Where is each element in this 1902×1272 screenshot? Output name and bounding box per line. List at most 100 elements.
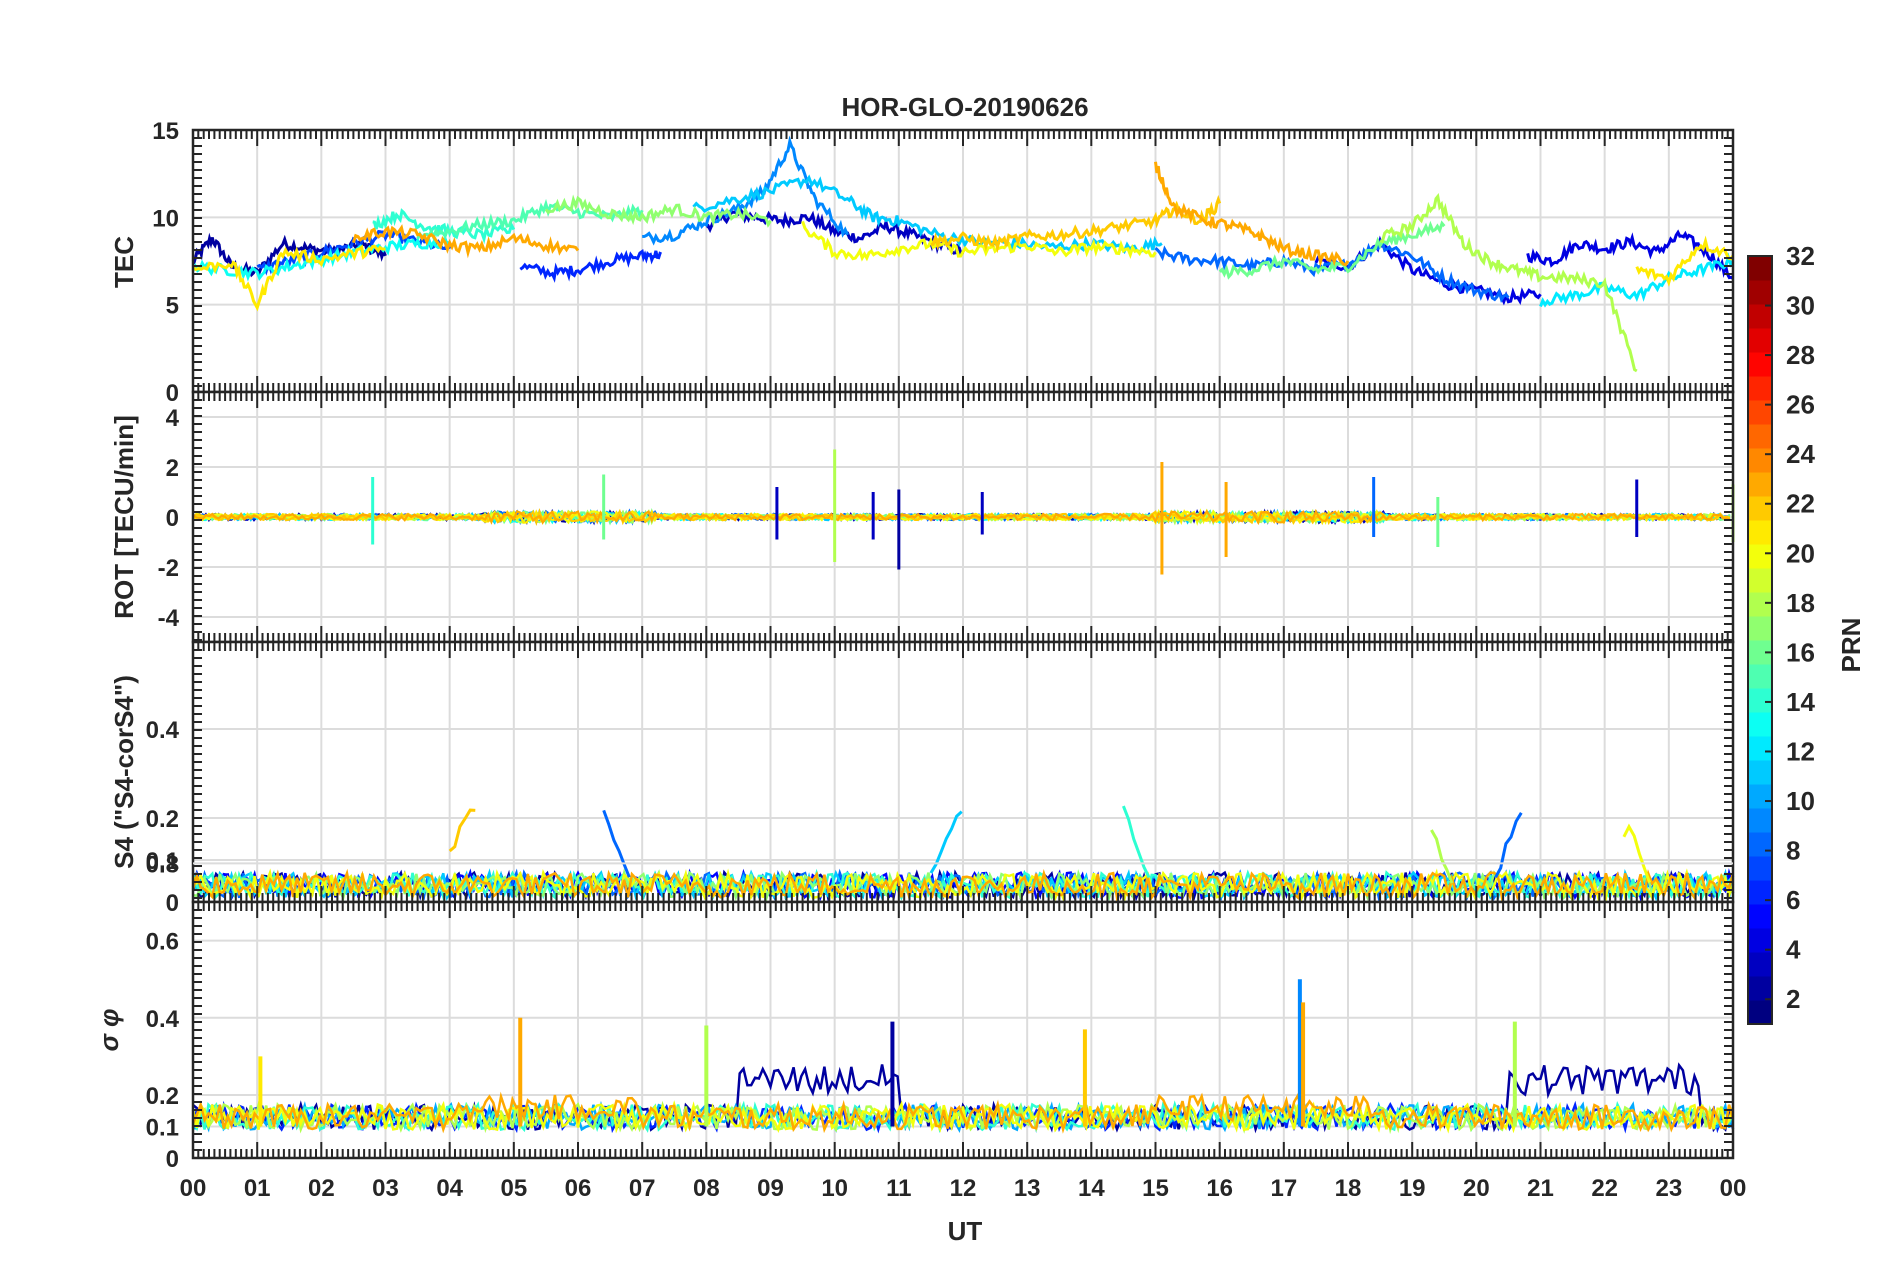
y-tick-label: 0.2 (146, 806, 179, 833)
colorbar-tick-label: 14 (1786, 687, 1815, 717)
colorbar-segment (1748, 496, 1772, 521)
colorbar-segment (1748, 736, 1772, 761)
s4-arc-prn-8 (1494, 812, 1523, 879)
colorbar-segment (1748, 928, 1772, 953)
colorbar-segment (1748, 976, 1772, 1001)
y-tick-label: 0 (166, 890, 179, 917)
panel-sigma_phi: 0 0.1 0.2 0.4 0.6 0.8 (146, 851, 1735, 1173)
panel-rot: -4 -2 0 2 4 (158, 390, 1735, 644)
x-tick-label: 01 (244, 1175, 271, 1202)
x-tick-label: 21 (1527, 1175, 1554, 1202)
colorbar-segment (1748, 568, 1772, 593)
colorbar-tick-label: 10 (1786, 786, 1815, 816)
series-line-prn-21 (1635, 235, 1735, 287)
x-tick-label: 11 (886, 1175, 911, 1202)
x-tick-label: 03 (372, 1175, 399, 1202)
x-tick-label: 16 (1206, 1175, 1233, 1202)
colorbar-segment (1748, 952, 1772, 977)
colorbar-segment (1748, 784, 1772, 809)
x-axis-label: UT (948, 1216, 983, 1246)
colorbar-segment (1748, 304, 1772, 329)
colorbar-tick-label: 30 (1786, 291, 1815, 321)
rot-y-label: ROT [TECU/min] (109, 415, 139, 619)
series-line-prn-11 (692, 174, 1163, 255)
colorbar-tick-label: 24 (1786, 439, 1815, 469)
x-tick-label: 15 (1142, 1175, 1169, 1202)
x-tick-label: 20 (1463, 1175, 1490, 1202)
colorbar-tick-label: 32 (1786, 241, 1815, 271)
colorbar-segment (1748, 256, 1772, 281)
x-tick-label: 05 (500, 1175, 527, 1202)
colorbar-label: PRN (1836, 618, 1866, 673)
colorbar-tick-label: 20 (1786, 538, 1815, 568)
colorbar-segment (1748, 376, 1772, 401)
colorbar-frame (1747, 255, 1773, 1025)
axis-ticks (192, 391, 1734, 642)
colorbar-tick-label: 12 (1786, 736, 1815, 766)
colorbar-tick-label: 26 (1786, 390, 1815, 420)
tec-y-label: TEC (109, 236, 139, 288)
colorbar-segment (1748, 832, 1772, 857)
colorbar-segment (1748, 616, 1772, 641)
x-tick-label: 12 (950, 1175, 977, 1202)
sigma-y-label: σ φ (94, 1009, 124, 1052)
axis-ticks (192, 641, 1734, 902)
panel-data (191, 979, 1735, 1135)
y-tick-label: 0.4 (146, 717, 180, 744)
panel-tec: 0 5 10 15 (152, 118, 1735, 407)
x-tick-label: 00 (1720, 1175, 1747, 1202)
panel-s4: 0 0.1 0.2 0.4 (146, 640, 1735, 917)
s4-arc-prn-20 (1622, 823, 1652, 883)
series-line-prn-15 (416, 198, 644, 242)
series-line-prn-6 (519, 248, 662, 283)
panel-data (191, 135, 1735, 373)
x-tick-label: 10 (821, 1175, 848, 1202)
series-line-prn-23 (1154, 161, 1350, 268)
x-tick-label: 08 (693, 1175, 720, 1202)
x-tick-label: 17 (1270, 1175, 1297, 1202)
chart-title: HOR-GLO-20190626 (841, 92, 1088, 122)
y-tick-label: 10 (152, 205, 179, 232)
y-tick-label: -2 (158, 555, 179, 582)
y-tick-label: 0 (166, 1146, 179, 1173)
colorbar-segment (1748, 424, 1772, 449)
y-tick-label: 0.1 (146, 848, 179, 875)
y-tick-label: 0 (166, 505, 179, 532)
axis-ticks (192, 129, 1734, 392)
y-tick-label: 0.6 (146, 929, 179, 956)
axis-ticks (192, 901, 1734, 1159)
colorbar-segment (1748, 904, 1772, 929)
x-tick-label: 13 (1014, 1175, 1041, 1202)
colorbar-tick-label: 16 (1786, 637, 1815, 667)
rot-trace-prn-22 (192, 508, 1731, 526)
x-tick-label: 19 (1399, 1175, 1426, 1202)
series-line-prn-9 (642, 135, 849, 246)
colorbar-segment (1748, 520, 1772, 545)
rot-trace-prn-23 (192, 508, 1731, 526)
colorbar-segment (1748, 472, 1772, 497)
colorbar-tick-label: 8 (1786, 836, 1800, 866)
s4-arc-prn-22 (448, 808, 476, 853)
colorbar-tick-label: 28 (1786, 340, 1815, 370)
colorbar-segment (1748, 808, 1772, 833)
series-line-prn-20 (801, 220, 1157, 262)
colorbar-segment (1748, 544, 1772, 569)
colorbar-segment (1748, 760, 1772, 785)
x-tick-label: 07 (629, 1175, 656, 1202)
x-tick-label: 23 (1655, 1175, 1682, 1202)
colorbar-segment (1748, 688, 1772, 713)
sigma-trace-prn-23 (191, 1091, 1735, 1134)
x-tick-label: 14 (1078, 1175, 1105, 1202)
series-line-prn-22 (930, 195, 1222, 254)
x-tick-label: 06 (565, 1175, 592, 1202)
x-tick-label: 09 (757, 1175, 784, 1202)
series-line-prn-12 (1539, 252, 1735, 308)
y-tick-label: 0.2 (146, 1083, 179, 1110)
y-tick-label: 2 (166, 455, 179, 482)
colorbar-tick-label: 2 (1786, 984, 1800, 1014)
colorbar-segment (1748, 280, 1772, 305)
x-tick-labels: 00 01 02 03 04 05 06 07 08 09 10 11 12 13 14 15 16 17 18 19… (180, 1175, 1747, 1202)
y-tick-label: 0.1 (146, 1115, 179, 1142)
series-line-prn-16 (1218, 220, 1446, 280)
